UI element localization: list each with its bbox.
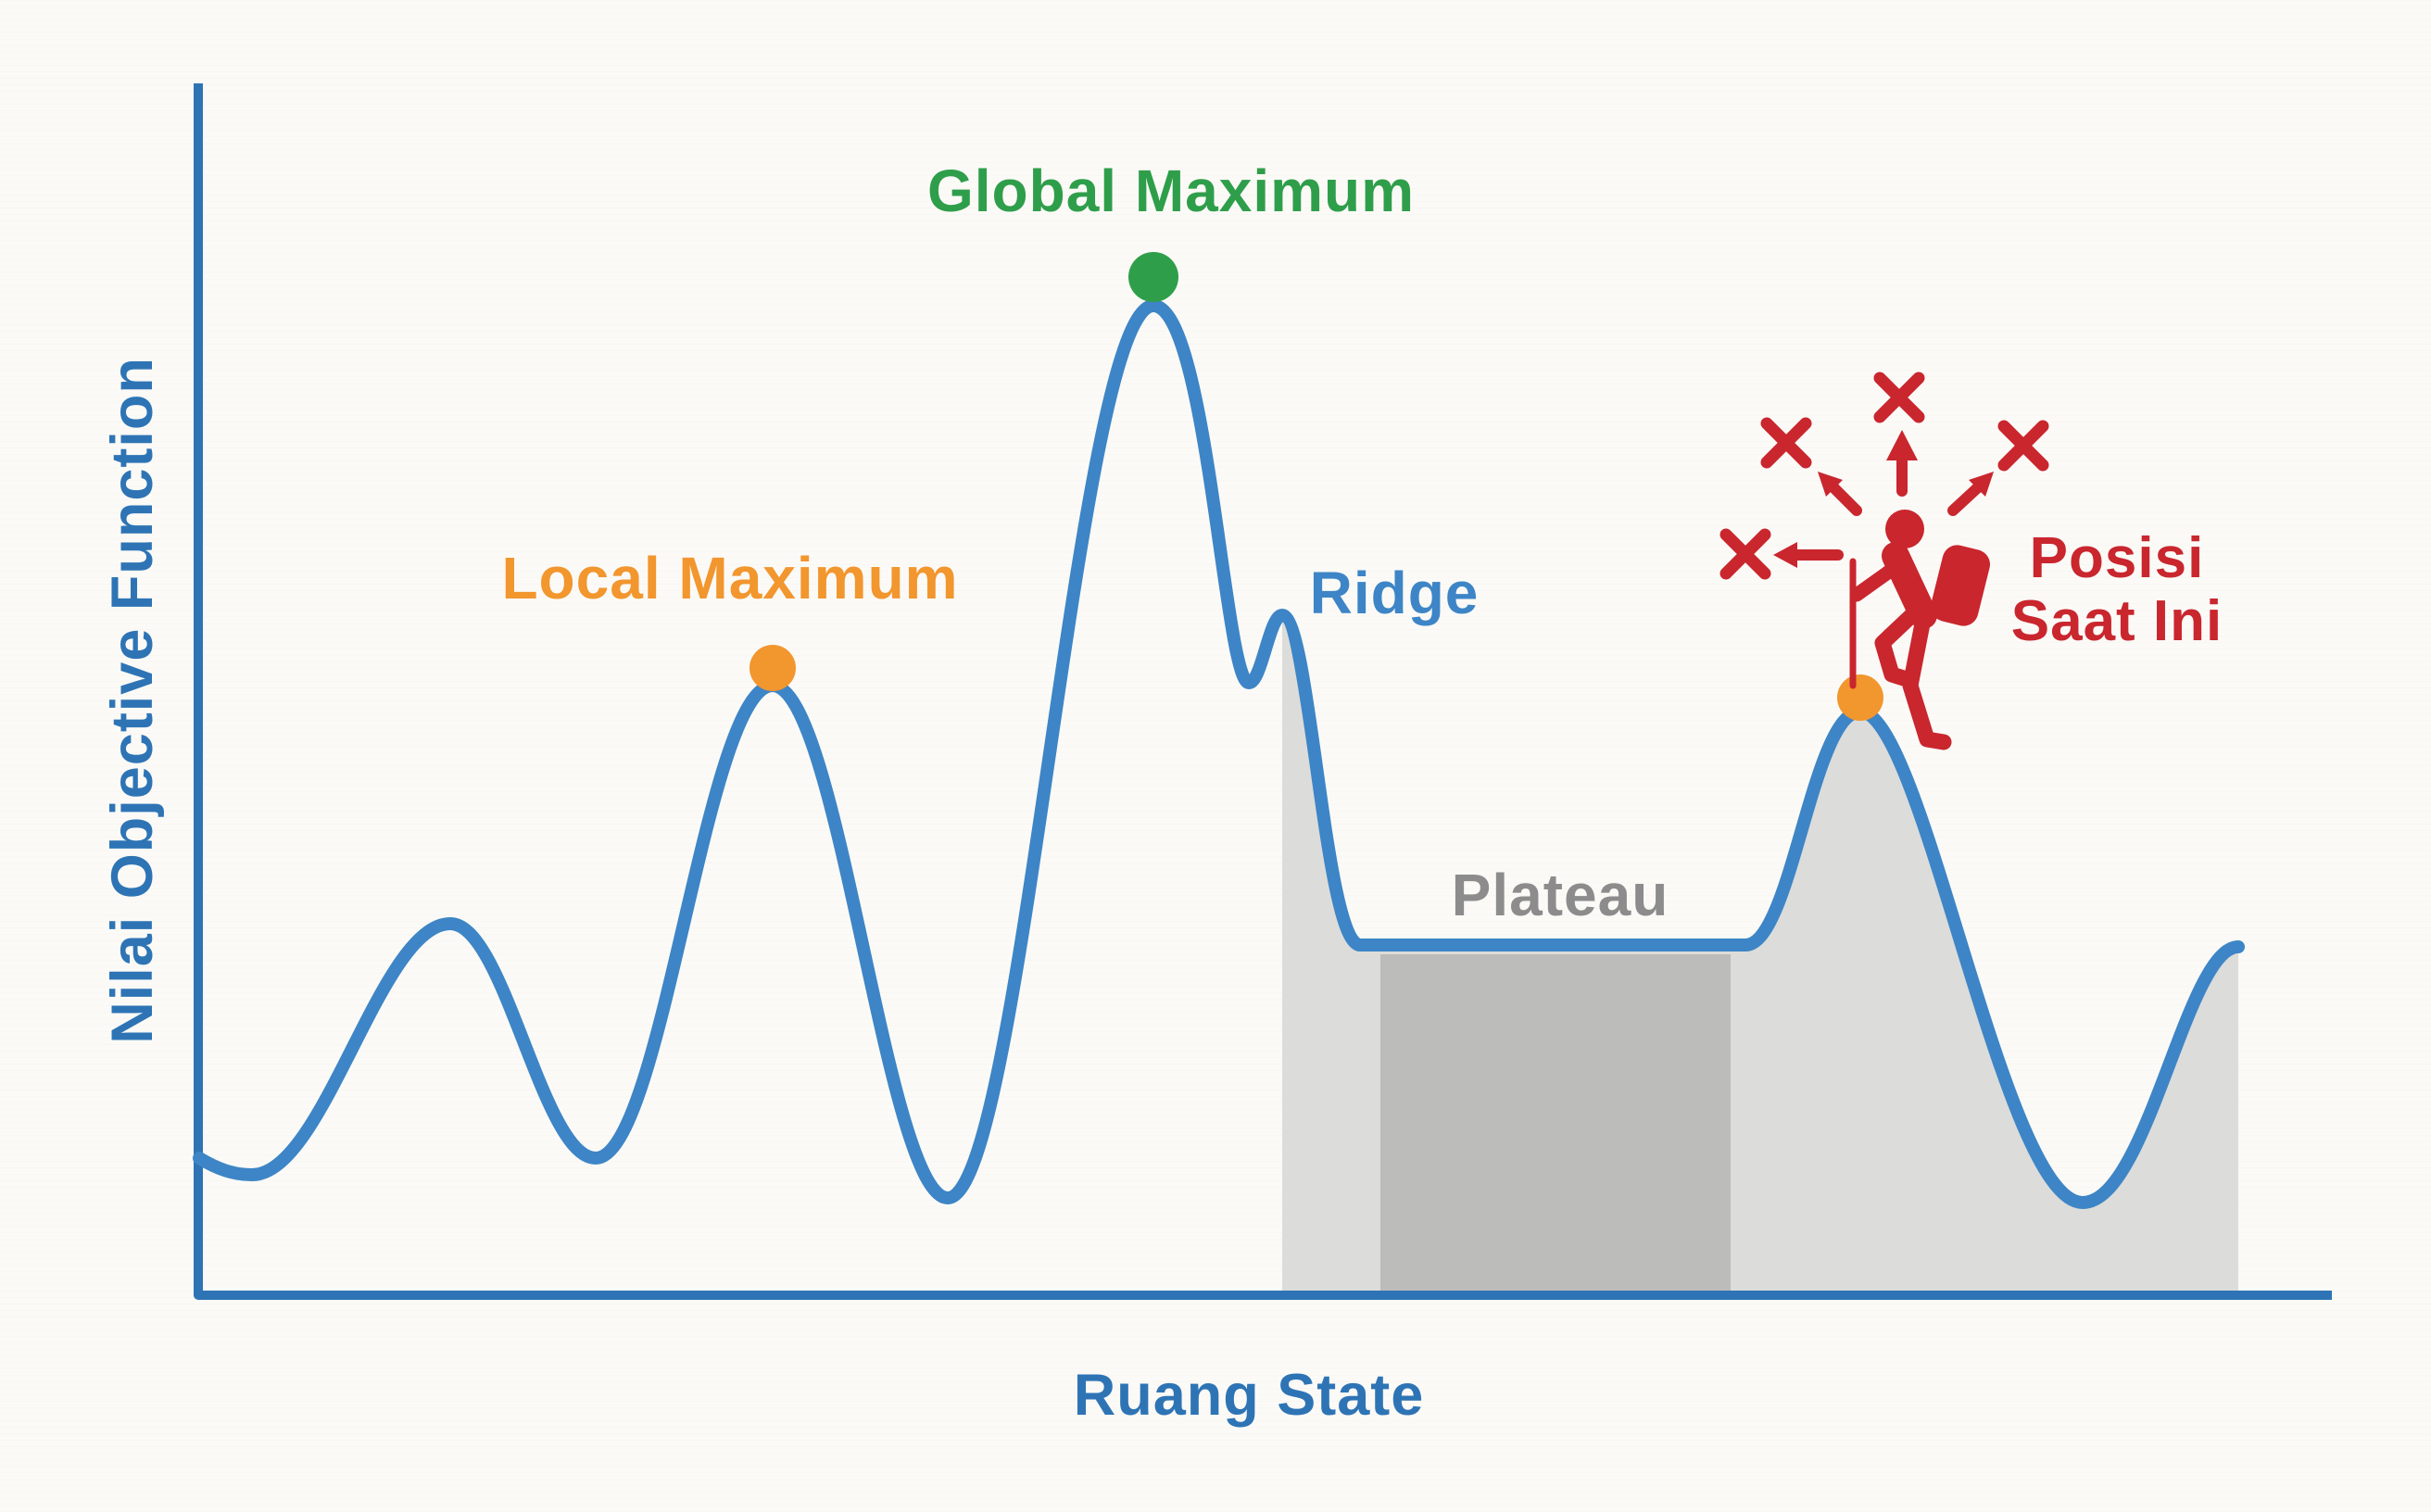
direction-arrows: [1773, 430, 1994, 568]
climber-head: [1885, 510, 1924, 548]
global-maximum-label: Global Maximum: [927, 158, 1415, 224]
left-arrow-icon: [1773, 542, 1844, 568]
blocked-x-icons: [1719, 372, 2049, 580]
up-right-arrow-icon: [1947, 472, 1994, 516]
plateau-dark-fill: [1380, 954, 1731, 1292]
up-left-arrow-icon: [1818, 472, 1862, 516]
blocked-x-icon-top: [1873, 372, 1925, 423]
plateau-label: Plateau: [1452, 862, 1669, 928]
local-maximum-label: Local Maximum: [501, 545, 958, 611]
current-position-point: [1837, 674, 1883, 721]
current-position-label-line1: Posisi: [2030, 526, 2205, 590]
objective-function-curve: [193, 298, 2245, 1210]
global-maximum-point: [1128, 252, 1178, 302]
blocked-x-icon-left: [1719, 528, 1771, 580]
climber-arm: [1849, 560, 1903, 602]
climber-front-leg: [1874, 603, 1924, 687]
y-axis-label: Nilai Objective Function: [100, 357, 165, 1044]
climber-backpack: [1931, 545, 1990, 626]
local-maximum-point: [749, 645, 796, 691]
ridge-label: Ridge: [1310, 560, 1480, 626]
up-arrow-icon: [1886, 430, 1918, 497]
climber-rear-leg: [1902, 611, 1952, 750]
blocked-x-icon-upper-left: [1760, 417, 1812, 469]
climber-icon: [1849, 510, 1990, 750]
current-position-label-line2: Saat Ini: [2011, 589, 2223, 653]
x-axis-label: Ruang State: [1074, 1363, 1425, 1428]
axes-lines: [194, 83, 2332, 1300]
blocked-x-icon-upper-right: [1997, 420, 2049, 472]
